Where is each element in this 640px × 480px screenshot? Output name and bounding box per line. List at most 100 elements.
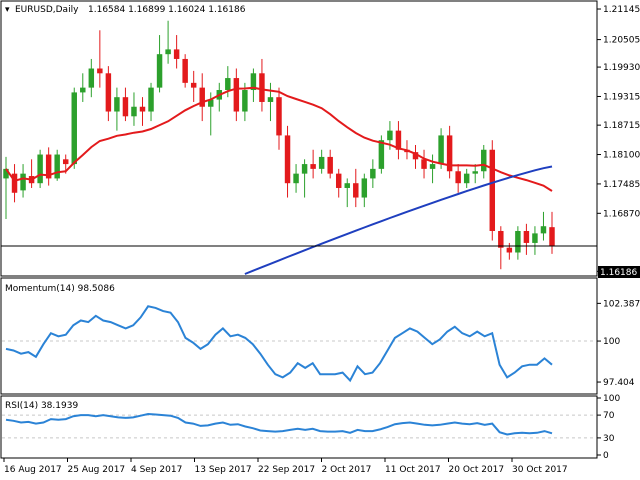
chart-symbol-arrow-icon: ▾ — [5, 5, 10, 15]
price-tick-label: 1.16870 — [603, 209, 640, 219]
candle-body — [344, 183, 350, 188]
candle-body — [105, 73, 112, 112]
price-tick-label: 1.21145 — [603, 5, 640, 15]
rsi-tick-label: 100 — [603, 394, 620, 404]
sma-fast-line — [5, 86, 553, 192]
date-tick-label: 30 Oct 2017 — [512, 465, 568, 475]
rsi-line — [5, 412, 553, 436]
price-tick-label: 1.20505 — [603, 36, 640, 46]
rsi-tick-label: 70 — [603, 411, 615, 421]
candle-body — [506, 247, 513, 253]
candle-body — [310, 164, 316, 169]
price-tick-label: 1.17485 — [603, 180, 640, 190]
candle-body — [88, 68, 95, 88]
candle-body — [284, 135, 291, 184]
candle-body — [481, 149, 487, 172]
date-tick-label: 16 Aug 2017 — [4, 465, 62, 475]
candle-body — [11, 173, 18, 193]
candle-body — [421, 159, 427, 169]
candle-body — [208, 99, 214, 107]
candle-body — [122, 97, 129, 117]
price-panel-frame — [0, 0, 598, 277]
candle-body — [378, 140, 385, 169]
candle-body — [446, 135, 453, 172]
momentum-chart — [2, 305, 596, 383]
candle-body — [250, 73, 257, 91]
candle-body — [71, 92, 77, 165]
candle-body — [276, 97, 282, 136]
candle-body — [182, 58, 188, 83]
candle-body — [387, 130, 393, 141]
candle-body — [515, 230, 521, 253]
candle-body — [242, 90, 248, 112]
candle-body — [532, 233, 538, 243]
candle-body — [20, 173, 26, 191]
candle-body — [327, 156, 333, 174]
candle-body — [472, 171, 478, 174]
candle-body — [139, 106, 146, 112]
candle-body — [370, 168, 376, 179]
chart-ohlc-label: 1.16584 1.16899 1.16024 1.16186 — [88, 5, 246, 15]
candle-body — [438, 135, 444, 165]
candle-body — [173, 49, 180, 59]
candle-body — [131, 106, 137, 117]
momentum-tick-label: 102.3873 — [603, 299, 640, 309]
candle-body — [199, 87, 205, 107]
date-tick-label: 22 Sep 2017 — [258, 465, 315, 475]
date-tick-label: 20 Oct 2017 — [449, 465, 505, 475]
sma-slow-line — [244, 165, 553, 275]
price-tick-label: 1.18715 — [603, 121, 640, 131]
momentum-panel-frame — [0, 277, 598, 395]
rsi-tick-label: 30 — [603, 434, 615, 444]
candle-body — [293, 173, 299, 184]
rsi-chart — [2, 412, 596, 439]
candle-body — [97, 68, 103, 74]
candle-body — [540, 226, 547, 234]
candle-body — [37, 154, 43, 184]
momentum-line — [5, 305, 553, 383]
candle-body — [267, 97, 274, 102]
candle-body — [259, 73, 265, 102]
candle-body — [523, 230, 530, 243]
candle-body — [395, 130, 402, 150]
date-tick-label: 4 Sep 2017 — [131, 465, 182, 475]
rsi-title: RSI(14) 38.1939 — [5, 401, 78, 411]
current-price-label: 1.16186 — [600, 268, 637, 278]
date-tick-label: 25 Aug 2017 — [68, 465, 126, 475]
candle-body — [429, 164, 436, 169]
momentum-tick-label: 100 — [603, 337, 620, 347]
price-tick-label: 1.19315 — [603, 92, 640, 102]
candle-body — [361, 178, 368, 198]
candle-body — [190, 82, 197, 88]
rsi-tick-label: 0 — [603, 451, 609, 461]
candle-body — [80, 87, 86, 93]
candle-body — [318, 156, 325, 169]
date-tick-label: 13 Sep 2017 — [195, 465, 252, 475]
date-tick-label: 11 Oct 2017 — [385, 465, 441, 475]
price-tick-label: 1.18100 — [603, 151, 640, 161]
price-tick-label: 1.19930 — [603, 63, 640, 73]
candle-body — [54, 154, 60, 179]
candle-body — [156, 54, 163, 88]
candle-body — [489, 149, 496, 231]
candle-body — [353, 183, 359, 198]
candle-body — [412, 152, 419, 160]
candle-body — [225, 78, 231, 91]
candle-body — [233, 78, 240, 112]
momentum-tick-label: 97.404 — [603, 378, 635, 388]
candle-body — [301, 164, 308, 174]
candle-body — [549, 227, 555, 246]
candle-body — [45, 154, 52, 179]
candle-body — [335, 173, 342, 188]
candle-body — [498, 230, 504, 248]
date-tick-label: 2 Oct 2017 — [322, 465, 372, 475]
candle-body — [165, 49, 171, 55]
current-price-badge — [598, 266, 640, 278]
candle-body — [148, 87, 154, 112]
candle-body — [455, 171, 461, 184]
rsi-panel-frame — [0, 395, 598, 459]
price-chart — [1, 20, 597, 275]
candle-body — [463, 173, 470, 184]
candle-body — [3, 168, 9, 179]
